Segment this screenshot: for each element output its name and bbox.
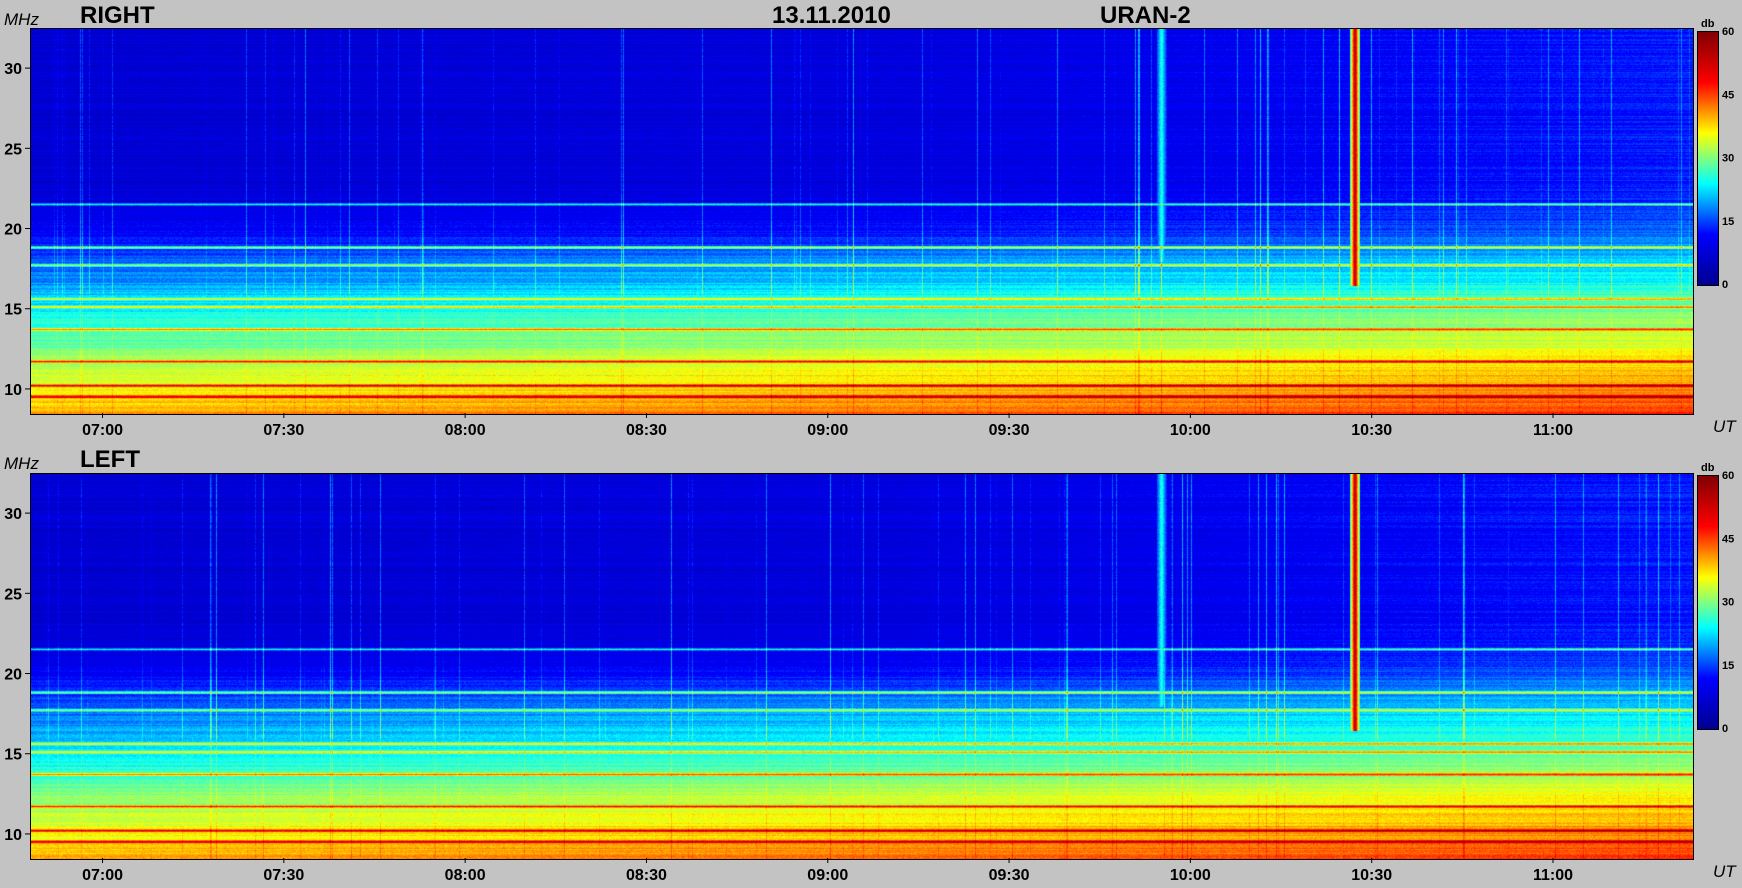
x-tick-label: 07:30 xyxy=(263,867,304,884)
colorbar-tick-label: 0 xyxy=(1722,723,1728,735)
colorbar-unit-label: db xyxy=(1701,462,1715,474)
y-tick-label: 25 xyxy=(4,141,22,158)
colorbar-tick-label: 60 xyxy=(1722,470,1734,482)
colorbar-tick-label: 30 xyxy=(1722,153,1734,165)
x-tick-label: 07:30 xyxy=(263,422,304,439)
x-tick-label: 07:00 xyxy=(82,867,123,884)
colorbar-unit-label: db xyxy=(1701,18,1715,30)
x-tick-label: 10:00 xyxy=(1170,422,1211,439)
instrument-label: URAN-2 xyxy=(1100,2,1191,29)
panel-title-right: RIGHT xyxy=(80,2,155,29)
y-tick-label: 25 xyxy=(4,586,22,603)
x-tick-label: 08:00 xyxy=(445,867,486,884)
colorbar-tick-label: 15 xyxy=(1722,216,1734,228)
colorbar-tick-label: 60 xyxy=(1722,26,1734,38)
x-tick-label: 07:00 xyxy=(82,422,123,439)
x-tick-label: 10:30 xyxy=(1351,867,1392,884)
spectrogram-left xyxy=(30,473,1694,860)
colorbar-tick-label: 45 xyxy=(1722,533,1734,545)
x-tick-label: 11:00 xyxy=(1533,867,1573,884)
x-tick-label: 08:30 xyxy=(626,867,667,884)
colorbar-tick-label: 45 xyxy=(1722,89,1734,101)
spectrogram-right xyxy=(30,28,1694,415)
spectrogram-canvas-left xyxy=(31,474,1693,859)
colorbar-tick-label: 30 xyxy=(1722,597,1734,609)
y-tick-label: 30 xyxy=(4,61,22,78)
x-unit-label-left: UT xyxy=(1713,862,1736,881)
x-tick-label: 09:30 xyxy=(989,422,1030,439)
x-tick-label: 09:00 xyxy=(807,867,848,884)
y-tick-label: 15 xyxy=(4,747,22,764)
x-tick-label: 08:30 xyxy=(626,422,667,439)
y-tick-label: 10 xyxy=(4,827,22,844)
y-tick-label: 30 xyxy=(4,506,22,523)
x-tick-label: 10:30 xyxy=(1351,422,1392,439)
colorbar-tick-label: 0 xyxy=(1722,279,1728,291)
y-tick-label: 20 xyxy=(4,222,22,239)
spectrogram-canvas-right xyxy=(31,29,1693,414)
y-tick-label: 10 xyxy=(4,382,22,399)
panel-title-left: LEFT xyxy=(80,446,140,473)
y-unit-label-left: MHz xyxy=(4,454,39,473)
x-tick-label: 10:00 xyxy=(1170,867,1211,884)
x-unit-label-right: UT xyxy=(1713,417,1736,436)
y-unit-label-right: MHz xyxy=(4,10,39,29)
colorbar-right xyxy=(1697,31,1719,286)
colorbar-tick-label: 15 xyxy=(1722,660,1734,672)
x-tick-label: 08:00 xyxy=(445,422,486,439)
x-tick-label: 09:00 xyxy=(807,422,848,439)
x-tick-label: 11:00 xyxy=(1533,422,1573,439)
y-tick-label: 20 xyxy=(4,667,22,684)
date-label: 13.11.2010 xyxy=(772,2,891,29)
colorbar-left xyxy=(1697,475,1719,730)
y-tick-label: 15 xyxy=(4,302,22,319)
x-tick-label: 09:30 xyxy=(989,867,1030,884)
